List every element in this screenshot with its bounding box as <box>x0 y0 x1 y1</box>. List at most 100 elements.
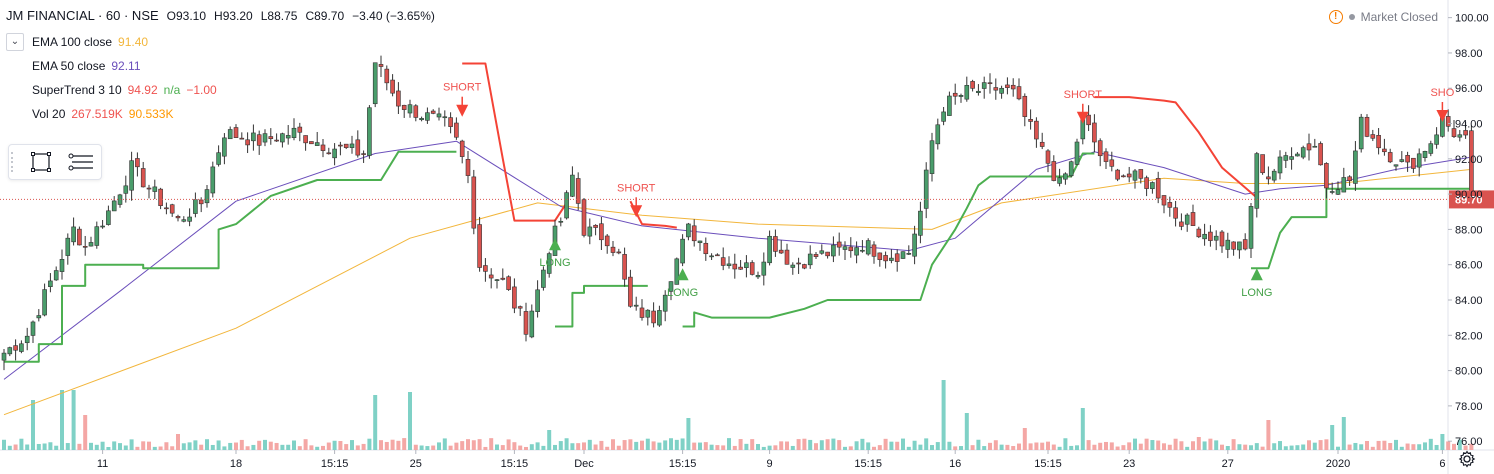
candle <box>181 216 187 223</box>
candle-body <box>813 254 819 257</box>
volume-bar <box>999 444 1004 450</box>
candle <box>477 216 482 272</box>
indicator-ema50[interactable]: EMA 50 close 92.11 <box>6 54 435 78</box>
volume-bar <box>1324 439 1329 450</box>
candle-body <box>303 135 308 144</box>
volume-bar <box>1469 443 1474 450</box>
candle-body <box>297 126 303 133</box>
candle <box>1260 154 1265 175</box>
volume-bar <box>814 443 818 450</box>
rectangle-icon[interactable] <box>25 147 57 177</box>
candle-body <box>506 276 511 290</box>
candle <box>1068 160 1074 178</box>
volume-bar <box>715 445 720 450</box>
volume-bar <box>13 444 18 450</box>
x-tick-label: 2020 <box>1326 458 1350 470</box>
x-tick-label: 9 <box>767 458 773 470</box>
symbol-title[interactable]: JM FINANCIAL · 60 · NSE <box>6 8 159 23</box>
candle <box>407 99 413 118</box>
candle-body <box>233 127 239 138</box>
candle <box>268 128 274 145</box>
candle-body <box>604 235 610 247</box>
candle-body <box>332 148 337 159</box>
candle-body <box>1109 159 1115 167</box>
x-tick-label: 16 <box>949 458 961 470</box>
candle-body <box>1161 195 1167 206</box>
volume-bar <box>622 440 627 450</box>
candle <box>13 339 18 361</box>
candle-body <box>355 139 361 156</box>
candle <box>842 241 848 260</box>
volume-bar <box>1249 445 1253 450</box>
chevron-down-icon[interactable]: ⌄ <box>6 33 24 51</box>
candle <box>146 184 152 199</box>
candle-body <box>807 253 813 266</box>
candle <box>303 135 308 151</box>
volume-bar <box>889 441 894 450</box>
lines-icon[interactable] <box>65 147 97 177</box>
volume-bar <box>773 445 778 450</box>
candle-body <box>210 166 216 194</box>
indicator-volume[interactable]: Vol 20 267.519K 90.533K <box>6 102 435 126</box>
volume-bar <box>19 438 24 450</box>
volume-bar <box>170 446 175 450</box>
volume-bar <box>1080 408 1085 450</box>
signal-short: SHORT <box>1064 89 1102 124</box>
candle <box>860 240 865 253</box>
candle-body <box>767 235 772 264</box>
chart-legend: JM FINANCIAL · 60 · NSE O93.10 H93.20 L8… <box>6 8 435 126</box>
last-price-line: 89.70 <box>0 190 1494 209</box>
volume-bar <box>924 438 929 450</box>
candle <box>1457 129 1463 142</box>
candle-body <box>1028 119 1033 122</box>
candle <box>36 309 42 322</box>
volume-bar <box>1121 445 1126 450</box>
volume-bar <box>112 441 117 450</box>
candle-body <box>152 186 158 192</box>
candle <box>129 151 134 201</box>
volume-bar <box>292 440 296 450</box>
candle-body <box>842 246 848 250</box>
candle <box>436 107 442 121</box>
candle-body <box>825 251 830 257</box>
signal-label: SHORT <box>443 82 482 94</box>
volume-bar <box>599 440 604 450</box>
candle <box>465 150 471 184</box>
candle-body <box>854 247 859 256</box>
candle-body <box>430 110 436 114</box>
long-arrow <box>549 238 561 251</box>
candle-body <box>459 140 465 157</box>
volume-bar <box>721 445 726 450</box>
candle <box>1051 155 1057 182</box>
candle-body <box>1103 151 1109 162</box>
indicator-supertrend[interactable]: SuperTrend 3 10 94.92 n/a −1.00 <box>6 78 435 102</box>
last-price-tag <box>1449 190 1494 209</box>
volume-bar <box>1179 441 1184 450</box>
supertrend-segment-up <box>555 284 648 328</box>
y-tick-label: 88.00 <box>1455 224 1483 236</box>
volume-bar <box>1295 445 1300 450</box>
candle <box>1196 226 1202 239</box>
volume-bar <box>767 445 772 450</box>
candle <box>744 255 749 278</box>
volume-bar <box>1272 443 1277 450</box>
candle <box>204 184 210 208</box>
candle-body <box>1005 84 1010 88</box>
candle <box>1428 140 1434 157</box>
market-status[interactable]: ! Market Closed <box>1328 10 1438 24</box>
indicator-ema100[interactable]: ⌄ EMA 100 close 91.40 <box>6 30 435 54</box>
legend-header: JM FINANCIAL · 60 · NSE O93.10 H93.20 L8… <box>6 8 435 24</box>
gear-icon[interactable] <box>1458 450 1476 468</box>
volume-bar <box>1138 443 1143 450</box>
candle <box>1016 78 1022 101</box>
volume-bar <box>216 440 221 450</box>
candle <box>100 219 105 229</box>
candle <box>24 327 30 351</box>
candle-body <box>53 270 59 281</box>
candle <box>401 104 407 118</box>
candle <box>1034 117 1039 148</box>
drag-handle[interactable] <box>11 152 17 172</box>
volume-bar <box>31 400 35 450</box>
volume-bar <box>1214 440 1219 450</box>
